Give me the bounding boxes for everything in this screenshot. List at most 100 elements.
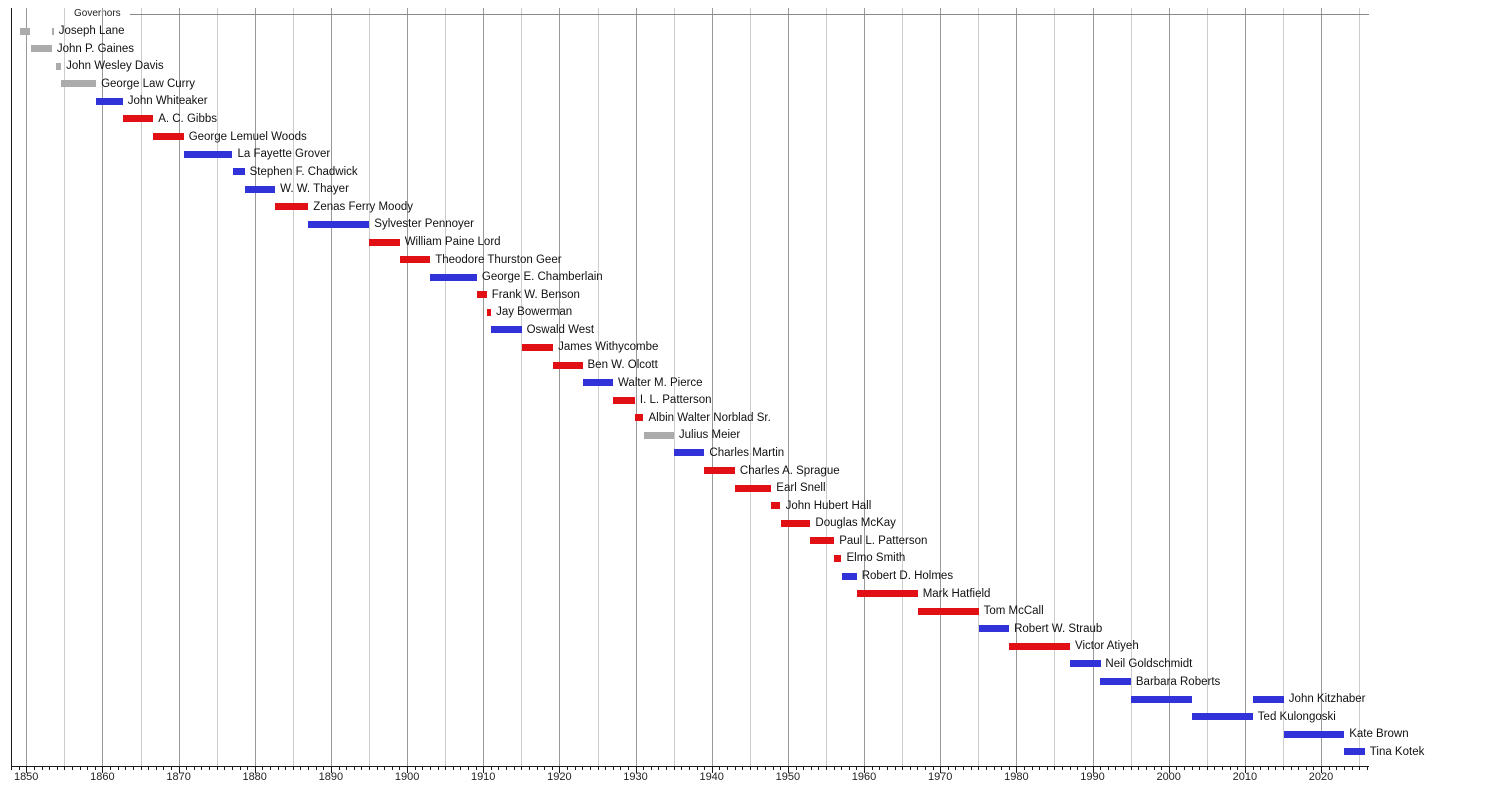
minor-axis-tick — [376, 767, 378, 770]
term-bar — [31, 45, 52, 53]
minor-axis-tick — [170, 767, 172, 770]
governor-label: George Law Curry — [101, 77, 196, 90]
minor-axis-tick — [902, 767, 904, 770]
major-gridline — [787, 8, 789, 766]
minor-axis-tick — [1313, 767, 1315, 770]
minor-axis-tick — [498, 767, 500, 770]
minor-axis-tick — [41, 767, 43, 770]
term-bar — [553, 361, 583, 369]
minor-axis-tick — [1107, 767, 1109, 770]
term-bar — [1191, 713, 1253, 721]
term-bar — [183, 150, 233, 158]
minor-axis-tick — [460, 767, 462, 770]
governor-label: James Withycombe — [558, 341, 659, 354]
minor-axis-tick — [506, 767, 508, 770]
minor-axis-tick — [49, 767, 51, 770]
governor-label: A. C. Gibbs — [158, 112, 217, 125]
minor-axis-tick — [1031, 767, 1033, 770]
minor-axis-tick — [437, 767, 439, 770]
minor-axis-tick — [224, 767, 226, 770]
term-bar — [399, 256, 431, 263]
governor-label: Robert W. Straub — [1014, 622, 1103, 635]
minor-axis-tick — [110, 767, 111, 770]
term-bar — [634, 414, 644, 422]
minor-axis-tick — [894, 767, 896, 770]
governor-label: John Hubert Hall — [785, 499, 872, 512]
minor-axis-tick — [1176, 767, 1178, 770]
minor-axis-tick — [1039, 767, 1041, 770]
minor-axis-tick — [627, 767, 629, 770]
minor-axis-tick — [308, 767, 309, 770]
term-bar — [810, 537, 835, 545]
major-axis-tick — [330, 767, 332, 773]
term-bar — [122, 115, 154, 123]
minor-axis-tick — [1069, 767, 1071, 770]
governor-label: John P. Gaines — [56, 42, 135, 55]
minor-axis-tick — [1267, 767, 1269, 770]
axis-tick-label: 1990 — [1080, 771, 1105, 783]
term-bar — [1283, 730, 1345, 738]
minor-axis-tick — [384, 767, 386, 770]
axis-tick-label: 2020 — [1308, 771, 1334, 783]
term-bar — [834, 554, 842, 562]
minor-axis-tick — [1077, 767, 1079, 770]
axis-tick-label: 1940 — [699, 771, 724, 783]
minor-axis-tick — [1153, 767, 1155, 770]
major-axis-tick — [1016, 767, 1018, 773]
axis-tick-label: 1890 — [318, 771, 344, 783]
minor-axis-tick — [33, 767, 35, 770]
governor-label: George E. Chamberlain — [481, 271, 603, 284]
major-axis-tick — [483, 767, 485, 773]
major-gridline — [711, 8, 713, 766]
minor-gridline — [978, 8, 980, 766]
minor-gridline — [1054, 8, 1056, 766]
axis-tick-label: 1910 — [470, 771, 496, 783]
minor-axis-tick — [1260, 767, 1262, 770]
major-gridline — [559, 8, 561, 766]
governor-label: Zenas Ferry Moody — [313, 200, 413, 213]
major-gridline — [1016, 8, 1018, 766]
minor-axis-tick — [300, 767, 302, 770]
axis-tick-label: 2010 — [1232, 771, 1258, 783]
governor-label: Earl Snell — [776, 482, 826, 495]
term-bar — [61, 80, 97, 88]
major-gridline — [330, 8, 332, 766]
minor-axis-tick — [1046, 767, 1048, 770]
term-bar — [734, 484, 772, 492]
major-axis-tick — [102, 767, 104, 773]
minor-axis-tick — [574, 767, 576, 770]
governor-label: Sylvester Pennoyer — [374, 218, 475, 231]
term-bar — [704, 467, 735, 474]
minor-axis-tick — [810, 767, 812, 770]
minor-axis-tick — [361, 767, 363, 770]
axis-tick-label: 1900 — [394, 771, 420, 783]
minor-axis-tick — [1130, 767, 1132, 770]
chart-title: Governors — [74, 8, 121, 19]
axis-tick-label: 1950 — [775, 771, 801, 783]
minor-axis-tick — [277, 767, 279, 770]
term-bar — [582, 379, 613, 387]
term-bar — [51, 27, 54, 35]
minor-axis-tick — [292, 767, 294, 770]
major-axis-tick — [1244, 767, 1246, 773]
governor-label: Theodore Thurston Geer — [435, 253, 562, 266]
minor-axis-tick — [650, 767, 652, 770]
minor-gridline — [826, 8, 827, 766]
minor-axis-tick — [742, 767, 744, 770]
governor-label: George Lemuel Woods — [188, 130, 307, 143]
minor-axis-tick — [414, 767, 416, 770]
major-gridline — [864, 8, 865, 766]
minor-gridline — [597, 8, 599, 766]
minor-axis-tick — [772, 767, 774, 770]
minor-axis-tick — [734, 767, 736, 770]
minor-axis-tick — [11, 767, 12, 770]
minor-axis-tick — [285, 767, 287, 770]
minor-axis-tick — [445, 767, 447, 770]
minor-gridline — [1130, 8, 1132, 766]
minor-gridline — [521, 8, 523, 766]
minor-axis-tick — [315, 767, 317, 770]
term-bar — [673, 449, 705, 457]
governor-label: W. W. Thayer — [280, 183, 349, 196]
term-bar — [19, 27, 30, 35]
minor-axis-tick — [56, 767, 58, 770]
